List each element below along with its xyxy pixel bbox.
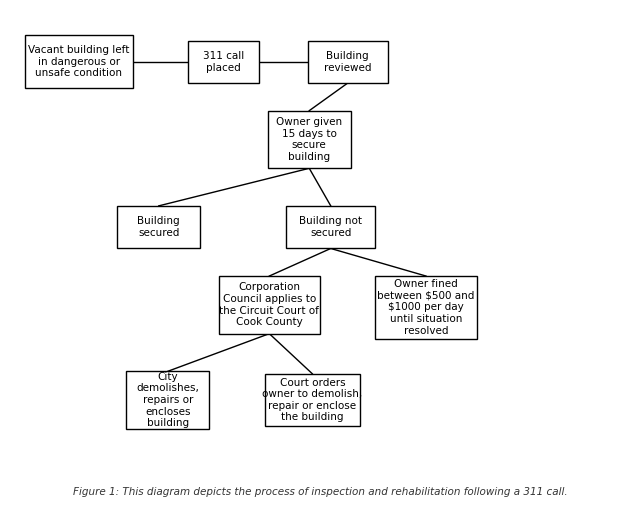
Text: Owner given
15 days to
secure
building: Owner given 15 days to secure building bbox=[276, 117, 342, 162]
Text: Vacant building left
in dangerous or
unsafe condition: Vacant building left in dangerous or uns… bbox=[28, 45, 129, 78]
FancyBboxPatch shape bbox=[265, 374, 360, 426]
FancyBboxPatch shape bbox=[127, 371, 209, 429]
FancyBboxPatch shape bbox=[25, 35, 132, 88]
FancyBboxPatch shape bbox=[268, 111, 351, 168]
Text: Owner fined
between $500 and
$1000 per day
until situation
resolved: Owner fined between $500 and $1000 per d… bbox=[378, 279, 475, 336]
FancyBboxPatch shape bbox=[188, 41, 259, 83]
Text: Corporation
Council applies to
the Circuit Court of
Cook County: Corporation Council applies to the Circu… bbox=[220, 282, 319, 327]
FancyBboxPatch shape bbox=[219, 276, 320, 334]
FancyBboxPatch shape bbox=[308, 41, 388, 83]
FancyBboxPatch shape bbox=[286, 206, 375, 248]
Text: Building not
secured: Building not secured bbox=[300, 217, 362, 238]
Text: Building
secured: Building secured bbox=[138, 217, 180, 238]
FancyBboxPatch shape bbox=[117, 206, 200, 248]
Text: Court orders
owner to demolish,
repair or enclose
the building: Court orders owner to demolish, repair o… bbox=[262, 377, 362, 422]
Text: Building
reviewed: Building reviewed bbox=[324, 51, 371, 73]
Text: Figure 1: This diagram depicts the process of inspection and rehabilitation foll: Figure 1: This diagram depicts the proce… bbox=[73, 487, 567, 496]
FancyBboxPatch shape bbox=[375, 276, 477, 339]
Text: City
demolishes,
repairs or
encloses
building: City demolishes, repairs or encloses bui… bbox=[136, 372, 200, 428]
Text: 311 call
placed: 311 call placed bbox=[203, 51, 244, 73]
